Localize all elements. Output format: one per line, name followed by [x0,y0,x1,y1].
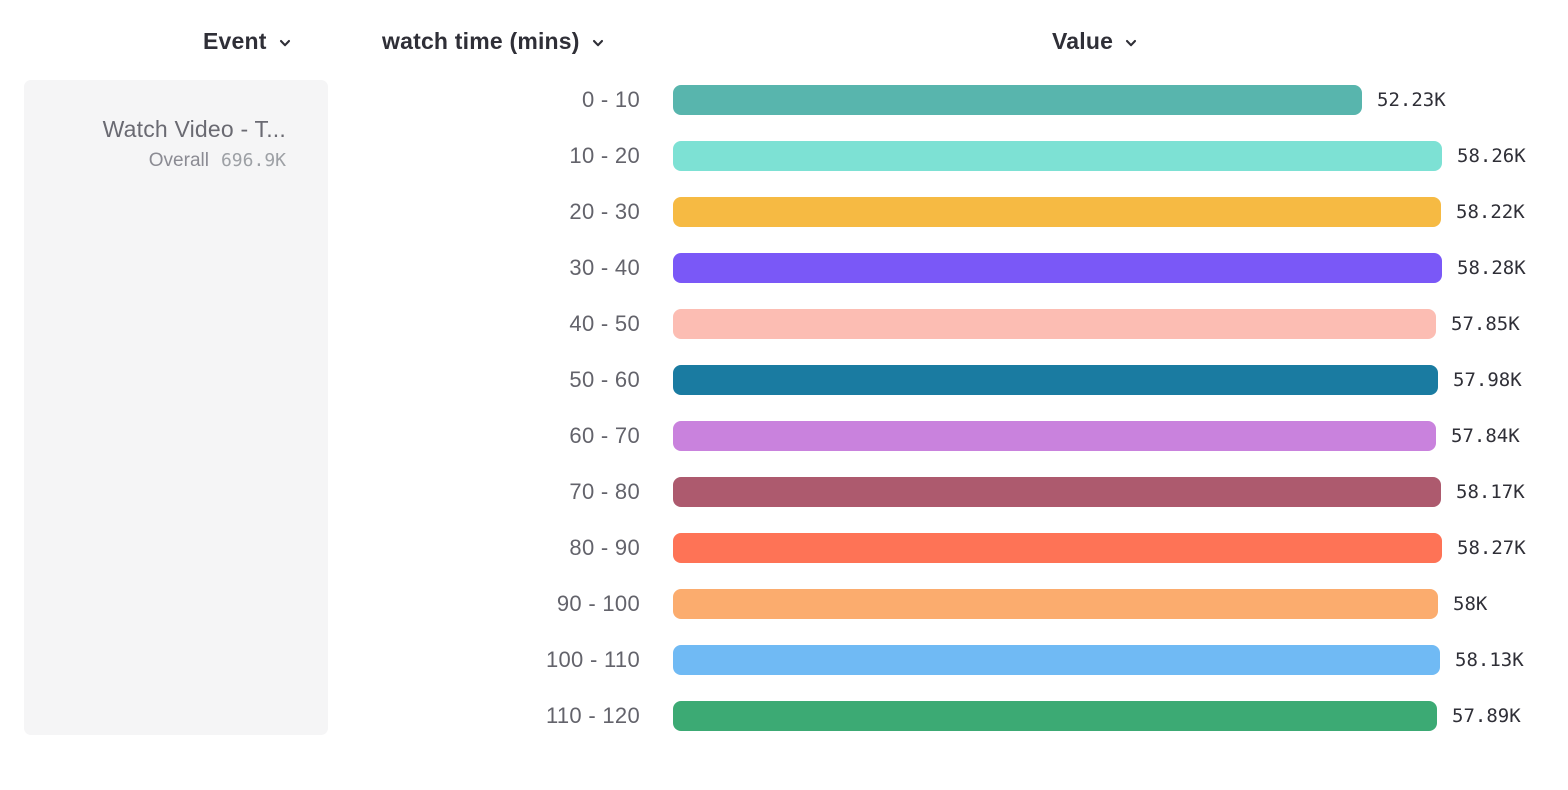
chart-row: 20 - 30 58.22K [0,184,1568,240]
chevron-down-icon [591,36,605,50]
bucket-label: 90 - 100 [556,591,640,616]
chart-row: 30 - 40 58.28K [0,240,1568,296]
bar-wrap: 57.84K [673,421,1568,451]
watch-time-column-label: watch time (mins) [382,28,580,54]
chevron-down-icon [1124,36,1138,50]
chart-row: 40 - 50 57.85K [0,296,1568,352]
bar-wrap: 57.85K [673,309,1568,339]
chart-row: 50 - 60 57.98K [0,352,1568,408]
bar[interactable] [673,701,1437,731]
bucket-label: 20 - 30 [569,199,640,224]
bucket-label: 10 - 20 [569,143,640,168]
bar[interactable] [673,197,1441,227]
bar[interactable] [673,141,1442,171]
chart-row: 10 - 20 58.26K [0,128,1568,184]
event-column-header[interactable]: Event [203,28,292,55]
bar-wrap: 57.98K [673,365,1568,395]
bar[interactable] [673,477,1441,507]
value-label: 58K [1453,593,1488,615]
chart-row: 80 - 90 58.27K [0,520,1568,576]
value-label: 58.17K [1456,481,1525,503]
chart-row: 0 - 10 52.23K [0,72,1568,128]
bar[interactable] [673,421,1436,451]
watch-time-column-header[interactable]: watch time (mins) [382,28,605,55]
bar-wrap: 58.26K [673,141,1568,171]
bar[interactable] [673,309,1436,339]
value-label: 58.13K [1455,649,1524,671]
event-card[interactable]: Watch Video - T... Overall 696.9K [24,80,328,735]
bucket-label: 70 - 80 [569,479,640,504]
chart-row: 60 - 70 57.84K [0,408,1568,464]
bucket-label: 110 - 120 [545,703,640,728]
bar-wrap: 58.22K [673,197,1568,227]
bar[interactable] [673,533,1442,563]
value-label: 57.85K [1451,313,1520,335]
event-column-label: Event [203,28,267,54]
bar-wrap: 57.89K [673,701,1568,731]
bar-wrap: 58.27K [673,533,1568,563]
bucket-label: 80 - 90 [569,535,640,560]
chart-row: 90 - 100 58K [0,576,1568,632]
bar[interactable] [673,253,1442,283]
value-label: 58.28K [1457,257,1526,279]
bar-wrap: 58.28K [673,253,1568,283]
bar[interactable] [673,85,1362,115]
bucket-label: 30 - 40 [569,255,640,280]
bucket-label: 100 - 110 [545,647,640,672]
value-column-label: Value [1052,28,1114,54]
chart-row: 110 - 120 57.89K [0,688,1568,744]
bar-wrap: 58K [673,589,1568,619]
bucket-label: 60 - 70 [569,423,640,448]
overall-label: Overall [148,150,209,171]
chevron-down-icon [278,36,292,50]
bar[interactable] [673,589,1438,619]
bucket-label: 0 - 10 [581,87,640,112]
value-column-header[interactable]: Value [1052,28,1138,55]
bar-wrap: 52.23K [673,85,1568,115]
bar-wrap: 58.13K [673,645,1568,675]
bucket-label: 50 - 60 [569,367,640,392]
value-label: 58.27K [1457,537,1526,559]
value-label: 57.84K [1451,425,1520,447]
event-overall-row: Overall 696.9K [24,150,286,172]
chart-row: 100 - 110 58.13K [0,632,1568,688]
bar[interactable] [673,645,1440,675]
bucket-label: 40 - 50 [569,311,640,336]
overall-value: 696.9K [220,150,286,171]
value-label: 57.89K [1452,705,1521,727]
value-label: 52.23K [1377,89,1446,111]
value-label: 57.98K [1453,369,1522,391]
chart-row: 70 - 80 58.17K [0,464,1568,520]
bar-wrap: 58.17K [673,477,1568,507]
value-label: 58.22K [1456,201,1525,223]
event-name: Watch Video - T... [102,116,286,142]
bar[interactable] [673,365,1438,395]
bar-chart: 0 - 10 52.23K 10 - 20 58.26K 20 - 30 58.… [0,72,1568,744]
value-label: 58.26K [1457,145,1526,167]
